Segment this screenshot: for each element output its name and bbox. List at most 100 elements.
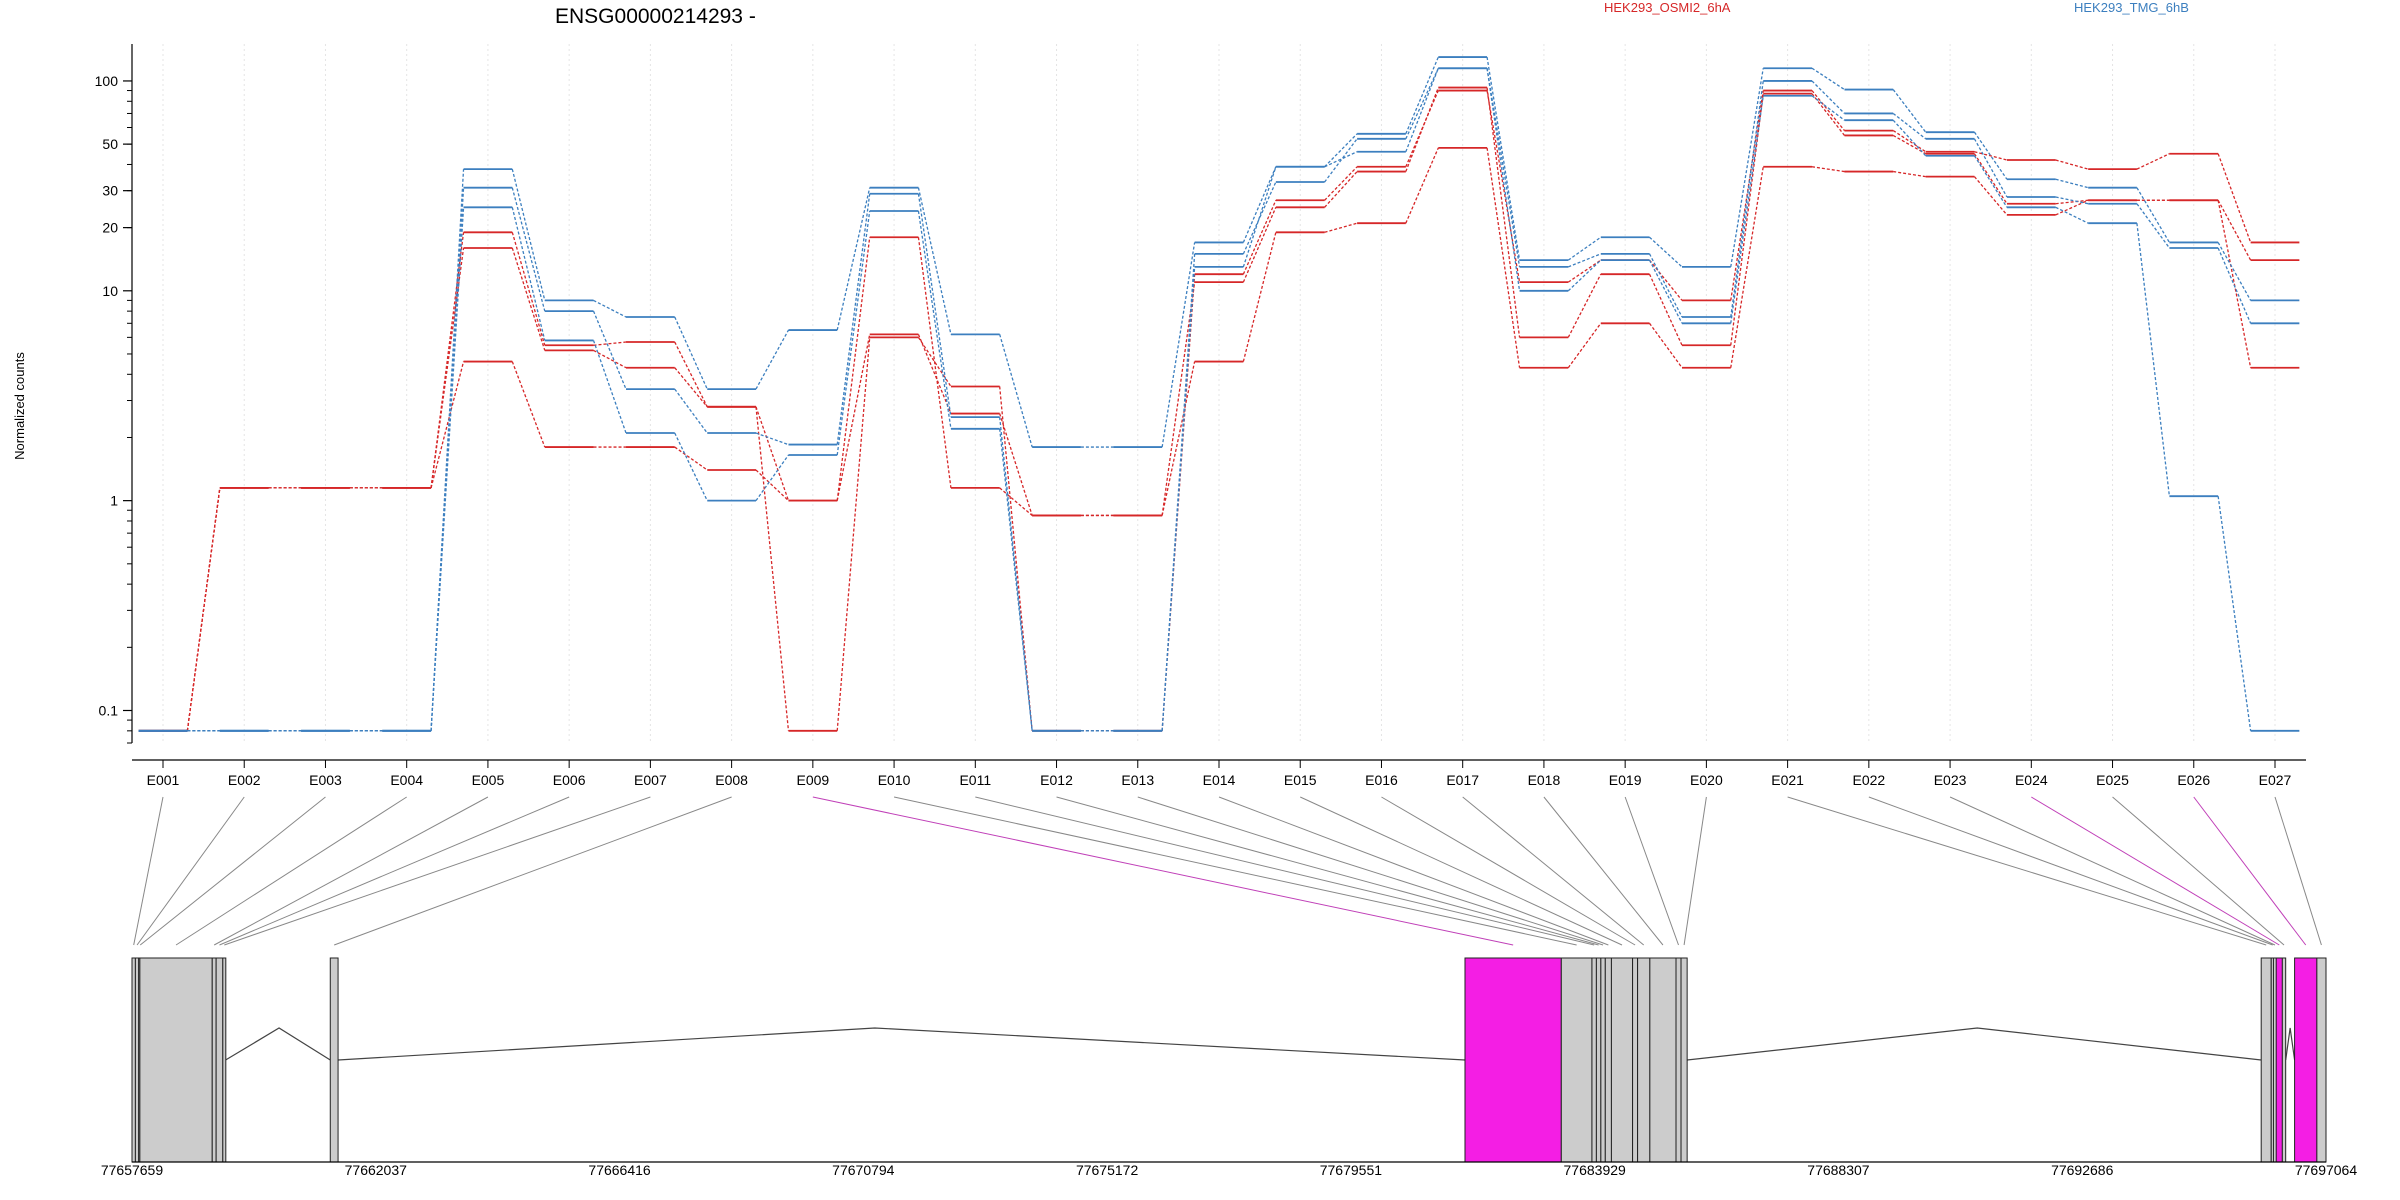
exon-connector-E011 [975,796,1595,946]
x-tick-label-E017: E017 [1446,772,1479,788]
series-connector [2055,199,2089,216]
series-connector [1486,90,1521,283]
exon-connector-E023 [1949,796,2276,946]
series-connector [1324,166,1358,201]
series-connector [917,237,952,488]
series-connector [1730,95,1764,324]
series-connector [999,334,1033,448]
exon-box-E004 [139,957,213,1163]
series-connector [511,168,546,301]
series-connector [1567,236,1602,261]
series-group [138,56,2300,732]
exon-connector-E019 [1624,796,1679,946]
series-connector [917,187,952,335]
exon-box-E017 [1637,957,1651,1163]
series-connector [1811,80,1845,114]
x-tick-label-E026: E026 [2177,772,2210,788]
exon-connector-E007 [224,796,651,946]
x-tick-label-E011: E011 [959,772,991,788]
exon-box-E011 [1591,957,1597,1163]
series-connector [1324,133,1358,168]
series-connector [917,210,952,429]
exon-connector-E018 [1543,796,1664,946]
coordinate-tick-label: 77670794 [832,1162,895,1178]
series-connector [1892,89,1927,133]
series-connector [1974,151,2008,161]
series-connector [1242,166,1277,243]
series-connector [1730,166,1764,368]
y-tick-label: 20 [102,220,118,236]
series-connector [1161,361,1196,516]
intron-line-2 [338,1027,1466,1061]
series-connector [1973,131,2008,180]
series-connector [592,310,627,390]
exon-connector-E005 [213,796,489,946]
exon-box-E005 [211,957,217,1163]
exon-box-E014 [1604,957,1612,1163]
series-connector [2217,200,2252,368]
x-tick-label-E001: E001 [147,772,180,788]
exon-box-E006 [215,957,224,1163]
x-tick-label-E012: E012 [1040,772,1073,788]
x-tick-label-E022: E022 [1852,772,1885,788]
exon-box-E025 [2281,957,2287,1163]
series-connector [1486,147,1521,368]
series-connector [755,329,790,390]
series-connector [430,361,465,489]
series-connector [1486,87,1521,338]
series-connector [1161,282,1196,516]
x-tick-label-E021: E021 [1771,772,1804,788]
series-connector [1242,232,1277,362]
series-connector [674,446,708,471]
exon-connector-E026 [2193,796,2307,946]
intron-line-1 [225,1027,331,1061]
coordinate-tick-label: 77657659 [101,1162,164,1178]
intron-line-3 [1687,1027,2262,1061]
series-connector [1242,181,1277,255]
series-connector [836,193,871,445]
exon-connector-E013 [1137,796,1604,946]
series-connector [755,432,789,446]
exon-box-E013 [1600,957,1606,1163]
coordinate-tick-label: 77679551 [1320,1162,1383,1178]
exon-box-E016 [1632,957,1639,1163]
series-connector [674,316,708,390]
x-tick-label-E014: E014 [1203,772,1236,788]
series-connector [755,406,790,731]
series-connector [1405,56,1439,135]
series-connector [917,334,952,414]
series-connector [2217,153,2252,243]
x-tick-label-E024: E024 [2015,772,2048,788]
series-connector [1568,253,1602,268]
y-tick-label: 10 [102,283,118,299]
exon-box-E019 [1675,957,1682,1163]
series-connector [836,187,871,331]
series-connector [1973,176,2008,216]
series-connector [1324,138,1358,183]
series-connector [1567,259,1602,283]
coordinate-tick-label: 77662037 [345,1162,408,1178]
series-connector [674,367,708,408]
series-connector [1242,166,1277,268]
series-connector [1892,119,1927,157]
exon-connector-lines [133,796,2322,946]
y-axis: 0.1 1 10 20 30 50 100 [95,44,133,744]
series-connector [1648,322,1683,369]
series-connector [674,388,708,434]
x-tick-label-E009: E009 [796,772,829,788]
series-connector [2217,242,2252,301]
exon-box-E010 [1560,957,1593,1163]
series-connector [2217,199,2252,261]
exon-box-E024 [2275,957,2283,1163]
exon-connector-E022 [1868,796,2273,946]
x-tick-label-E010: E010 [878,772,911,788]
series-connector [1811,67,1845,91]
series-connector [2217,496,2252,731]
exon-connector-E025 [2112,796,2285,946]
series-connector [1811,166,1845,173]
exon-connector-E010 [893,796,1577,946]
exon-connector-E021 [1787,796,2267,946]
series-connector [1324,171,1358,208]
series-connector [999,487,1033,516]
coordinate-axis: 77657659 77662037 77666416 77670794 77675172… [101,1161,2357,1178]
